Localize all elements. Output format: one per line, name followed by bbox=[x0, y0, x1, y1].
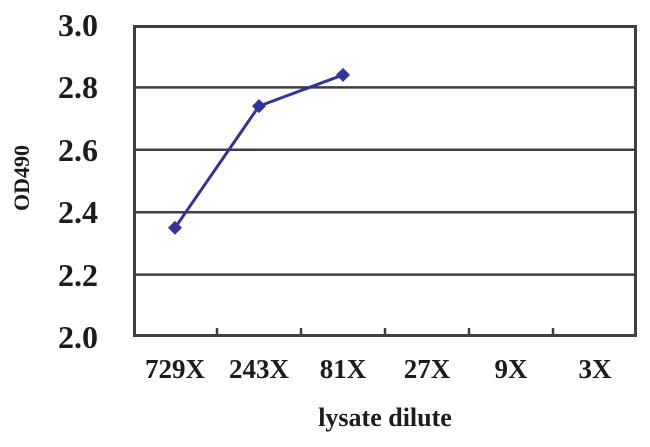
x-tick-label: 81X bbox=[319, 354, 367, 384]
y-tick-label: 2.6 bbox=[58, 131, 98, 168]
y-tick-label: 3.0 bbox=[58, 7, 98, 43]
x-tick-label: 9X bbox=[494, 354, 528, 384]
y-tick-label: 2.8 bbox=[58, 69, 98, 106]
y-tick-label: 2.2 bbox=[58, 256, 98, 293]
x-tick-label: 27X bbox=[403, 354, 451, 384]
data-series-line bbox=[173, 73, 344, 229]
y-tick-label: 2.0 bbox=[58, 319, 98, 355]
plot-area bbox=[133, 25, 637, 337]
y-tick-label: 2.4 bbox=[58, 194, 98, 231]
x-tick-label: 3X bbox=[578, 354, 612, 384]
plot-frame bbox=[133, 25, 637, 337]
x-axis-title: lysate dilute bbox=[318, 403, 452, 432]
data-point-marker bbox=[252, 99, 266, 114]
x-tick-label: 729X bbox=[145, 354, 205, 384]
x-tick-label: 243X bbox=[229, 354, 289, 384]
data-point-marker bbox=[168, 220, 182, 235]
data-point-marker bbox=[336, 67, 350, 82]
